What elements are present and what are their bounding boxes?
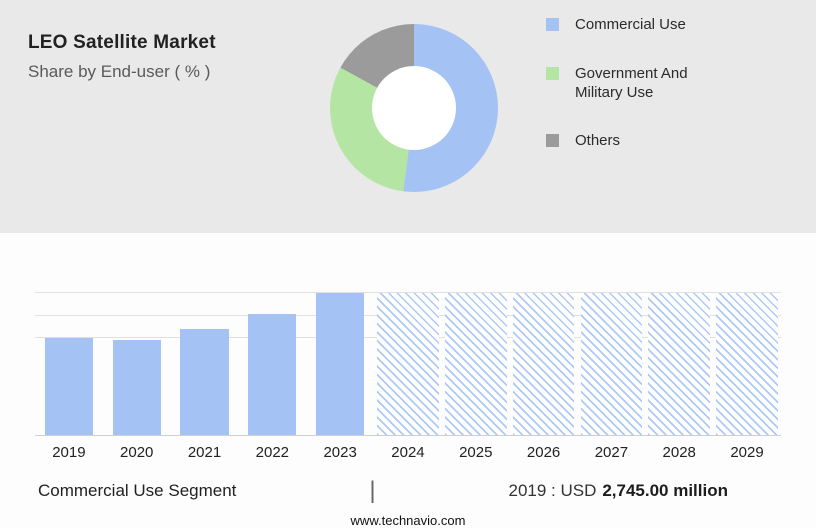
forecast-bar-2029	[716, 293, 778, 435]
legend-label: Others	[575, 132, 621, 150]
forecast-bar-2028	[648, 293, 711, 435]
x-axis-label-2022: 2022	[255, 444, 290, 461]
bar-chart: 2019 2020 2021 2022 2023 2024 2025 2026 2027 2028…	[35, 292, 781, 461]
x-axis-label-2026: 2026	[526, 444, 561, 461]
bar-cell-2023	[306, 293, 374, 435]
bar-cell-2019	[35, 293, 103, 435]
segment-label: Commercial Use Segment	[38, 481, 237, 500]
bars-container	[35, 293, 781, 435]
bar-cell-2029	[713, 293, 781, 435]
caption-separator: |	[369, 477, 376, 504]
bar-cell-2025	[442, 293, 510, 435]
forecast-bar-2027	[580, 293, 643, 435]
bar-cell-2028	[645, 293, 713, 435]
legend-swatch	[546, 18, 559, 31]
bar-2021	[180, 328, 229, 435]
x-axis-label-2029: 2029	[730, 444, 764, 461]
bar-cell-2024	[374, 293, 442, 435]
bar-cell-2026	[510, 293, 578, 435]
forecast-bar-2024	[377, 293, 439, 435]
bar-2022	[248, 314, 297, 435]
legend-item-commercial-use: Commercial Use	[546, 16, 816, 35]
legend-swatch	[546, 134, 559, 148]
base-value: 2019 : USD 2,745.00 million	[508, 481, 728, 501]
share-section: LEO Satellite Market Share by End-user (…	[0, 0, 816, 233]
forecast-bar-2026	[512, 293, 575, 435]
x-axis: 2019 2020 2021 2022 2023 2024 2025 2026 2027 2028…	[35, 444, 781, 461]
page-subtitle: Share by End-user ( % )	[28, 62, 211, 81]
legend-label: Government And Military Use	[575, 64, 688, 101]
gridline	[35, 292, 781, 293]
legend-item-others: Others	[546, 132, 816, 151]
legend-label: Commercial Use	[575, 16, 686, 33]
legend-swatch	[546, 66, 559, 80]
base-value-amount: 2,745.00 million	[602, 481, 728, 500]
page-title: LEO Satellite Market	[28, 32, 216, 53]
bar-cell-2022	[238, 293, 306, 435]
chart-legend: Commercial Use Government And Military Us…	[498, 0, 816, 233]
legend-item-government-and-military-use: Government And Military Use	[546, 65, 816, 103]
x-axis-label-2025: 2025	[459, 444, 493, 461]
bar-2020	[112, 339, 161, 435]
trend-section: 2019 2020 2021 2022 2023 2024 2025 2026 2027 2028…	[0, 233, 816, 528]
x-axis-label-2020: 2020	[120, 444, 154, 461]
website-link[interactable]: www.technavio.com	[350, 513, 466, 528]
x-axis-label-2024: 2024	[391, 444, 425, 461]
x-axis-label-2023: 2023	[323, 444, 357, 461]
caption-row: Commercial Use Segment | 2019 : USD 2,745…	[0, 479, 816, 503]
bar-2019	[44, 338, 93, 435]
forecast-bar-2025	[444, 293, 507, 435]
x-axis-label-2028: 2028	[662, 444, 696, 461]
bar-2023	[316, 293, 365, 435]
bar-cell-2021	[171, 293, 239, 435]
base-value-prefix: 2019 : USD	[508, 481, 597, 500]
bar-cell-2027	[578, 293, 646, 435]
title-block: LEO Satellite Market Share by End-user (…	[0, 0, 330, 233]
x-axis-label-2027: 2027	[594, 444, 629, 461]
donut-wrap	[330, 0, 498, 233]
bar-cell-2020	[103, 293, 171, 435]
x-axis-label-2019: 2019	[52, 444, 86, 461]
bar-chart-plot	[35, 292, 781, 436]
donut-chart	[330, 24, 498, 192]
x-axis-label-2021: 2021	[187, 444, 222, 461]
